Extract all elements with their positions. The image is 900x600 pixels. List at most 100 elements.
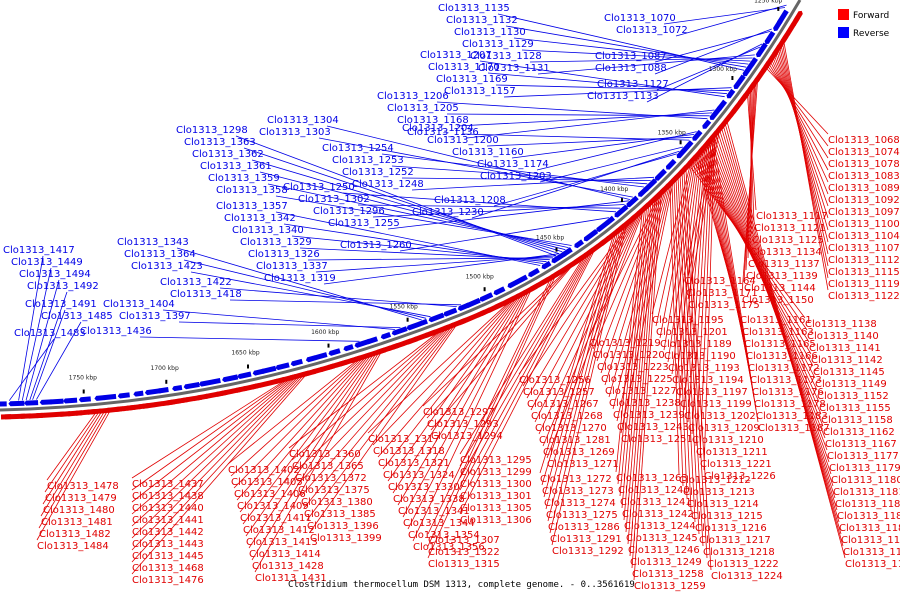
forward-gene-arrow <box>705 130 719 145</box>
gene-label: Clo1313_1399 <box>310 533 382 544</box>
leader-line <box>303 328 451 509</box>
leader-line <box>771 60 829 183</box>
tick-mark <box>679 140 682 145</box>
gene-label: Clo1313_1418 <box>170 289 242 300</box>
gene-label: Clo1313_1478 <box>47 481 119 492</box>
leader-line <box>131 380 286 491</box>
reverse-gene-arrow <box>428 312 445 323</box>
tick-mark <box>555 247 558 252</box>
tick-label: 1700 kbp <box>151 365 179 372</box>
tick-mark <box>82 389 85 394</box>
reverse-gene-arrow <box>47 398 64 405</box>
gene-label: Clo1313_1194 <box>672 375 744 386</box>
forward-gene-arrow <box>365 351 376 359</box>
gene-label: Clo1313_1341 <box>398 506 470 517</box>
leader-line <box>596 196 661 362</box>
gene-label: Clo1313_1270 <box>535 423 607 434</box>
gene-label: Clo1313_1302 <box>298 194 370 205</box>
gene-label: Clo1313_1136 <box>407 127 479 138</box>
leader-line <box>18 255 44 401</box>
gene-label: Clo1313_1139 <box>746 271 818 282</box>
gene-label: Clo1313_1140 <box>807 331 879 342</box>
forward-gene-arrow <box>354 353 369 362</box>
gene-label: Clo1313_1405 <box>231 477 303 488</box>
gene-label: Clo1313_1226 <box>704 471 776 482</box>
leader-line <box>131 379 292 515</box>
leader-line <box>131 376 303 563</box>
gene-label: Clo1313_1100 <box>828 219 900 230</box>
leader-line <box>675 4 787 37</box>
leader-line <box>542 214 642 447</box>
reverse-gene-arrow <box>716 99 728 111</box>
gene-label: Clo1313_1250 <box>283 182 355 193</box>
leader-line <box>541 235 616 486</box>
gene-label: Clo1313_1218 <box>703 547 775 558</box>
reverse-gene-arrow <box>443 307 458 317</box>
leader-line <box>775 54 829 219</box>
gene-label: Clo1313_1449 <box>11 257 83 268</box>
gene-label: Clo1313_1097 <box>828 207 900 218</box>
tick-label: 1600 kbp <box>311 329 339 336</box>
leader-line <box>511 134 695 159</box>
leader-line <box>139 336 360 342</box>
gene-label: Clo1313_1476 <box>132 575 204 586</box>
gene-label: Clo1313_1354 <box>408 530 480 541</box>
leader-line <box>245 355 373 537</box>
gene-label: Clo1313_1306 <box>460 515 532 526</box>
gene-label: Clo1313_1161 <box>740 315 812 326</box>
leader-line <box>651 166 691 315</box>
leader-line <box>699 140 714 459</box>
tick-label: 1250 kbp <box>754 0 782 5</box>
gene-label: Clo1313_1438 <box>132 491 204 502</box>
gene-label: Clo1313_1168 <box>397 115 469 126</box>
gene-label: Clo1313_1305 <box>460 503 532 514</box>
gene-label: Clo1313_1149 <box>815 379 887 390</box>
reverse-gene-arrow <box>144 388 162 396</box>
gene-label: Clo1313_1202 <box>684 411 756 422</box>
gene-label: Clo1313_1215 <box>691 511 763 522</box>
forward-gene-arrow <box>671 173 681 183</box>
gene-label: Clo1313_1240 <box>618 485 690 496</box>
gene-label: Clo1313_1214 <box>687 499 759 510</box>
reverse-gene-arrow <box>78 396 91 403</box>
leader-line <box>239 357 368 513</box>
leader-line <box>318 137 633 198</box>
leader-line <box>685 170 712 571</box>
forward-gene-arrow <box>458 317 469 326</box>
gene-label: Clo1313_1319 <box>264 273 336 284</box>
gene-label: Clo1313_1189 <box>660 339 732 350</box>
gene-label: Clo1313_1223 <box>597 362 669 373</box>
leader-line <box>778 51 829 243</box>
leader-line <box>656 46 761 91</box>
leader-line <box>627 201 656 545</box>
reverse-gene-arrow <box>764 30 776 45</box>
leader-line <box>392 297 521 494</box>
gene-label: Clo1313_1135 <box>438 3 510 14</box>
leader-line <box>629 199 658 557</box>
leader-line <box>411 176 655 191</box>
forward-gene-arrow <box>540 274 556 286</box>
forward-gene-arrow <box>258 380 274 388</box>
reverse-gene-arrow <box>583 229 599 242</box>
gene-label: Clo1313_1318 <box>373 446 445 457</box>
gene-label: Clo1313_1068 <box>828 135 900 146</box>
gene-label: Clo1313_1133 <box>587 91 659 102</box>
leader-line <box>46 413 96 481</box>
leader-line <box>673 182 688 499</box>
leader-line <box>259 171 566 251</box>
gene-label: Clo1313_1152 <box>817 391 889 402</box>
reverse-gene-arrow <box>755 42 768 58</box>
leader-line <box>711 141 757 411</box>
gene-label: Clo1313_1437 <box>132 479 204 490</box>
leader-line <box>543 233 618 498</box>
gene-label: Clo1313_1356 <box>413 542 485 553</box>
forward-gene-arrow <box>529 283 540 292</box>
gene-label: Clo1313_1256 <box>519 375 591 386</box>
gene-label: Clo1313_1321 <box>378 458 450 469</box>
gene-label: Clo1313_1326 <box>248 249 320 260</box>
gene-label: Clo1313_1122 <box>828 291 900 302</box>
gene-label: Clo1313_1364 <box>124 249 196 260</box>
reverse-gene-arrow <box>493 286 506 296</box>
leader-line <box>427 277 555 559</box>
gene-label: Clo1313_1230 <box>412 207 484 218</box>
